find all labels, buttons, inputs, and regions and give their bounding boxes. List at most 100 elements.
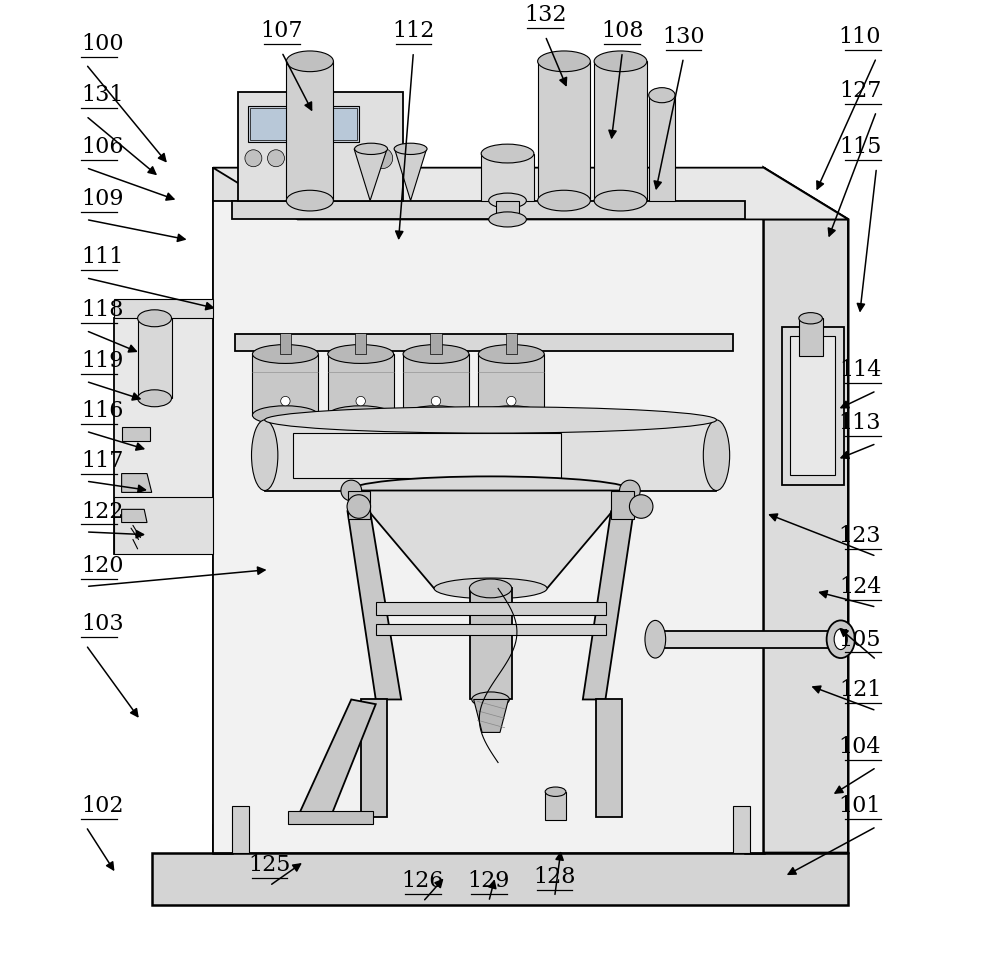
Ellipse shape (341, 480, 362, 500)
Bar (481, 154, 534, 201)
Text: 102: 102 (81, 796, 124, 817)
Bar (470, 588, 512, 699)
Bar (545, 792, 566, 820)
Bar (114, 318, 213, 554)
Bar (213, 825, 782, 853)
Text: 132: 132 (524, 5, 566, 27)
Polygon shape (395, 149, 427, 201)
Ellipse shape (252, 406, 318, 425)
Text: 108: 108 (601, 20, 644, 42)
Polygon shape (348, 511, 401, 699)
Bar (790, 336, 835, 476)
Text: 123: 123 (839, 525, 881, 547)
Bar (232, 806, 249, 853)
Ellipse shape (265, 407, 716, 434)
Bar (293, 434, 561, 478)
Bar (782, 327, 844, 485)
Bar (733, 806, 750, 853)
Bar (250, 108, 357, 140)
Text: 127: 127 (839, 80, 881, 102)
Bar (280, 333, 291, 354)
Polygon shape (583, 511, 634, 699)
Bar (655, 630, 839, 647)
Text: 116: 116 (81, 400, 124, 422)
Bar (232, 201, 745, 220)
Bar (114, 498, 213, 554)
Bar (596, 699, 622, 817)
Ellipse shape (286, 51, 333, 72)
Ellipse shape (478, 345, 544, 364)
Ellipse shape (434, 578, 547, 599)
Ellipse shape (268, 150, 284, 167)
Bar (355, 333, 366, 354)
Text: 128: 128 (533, 866, 576, 888)
Ellipse shape (645, 621, 666, 658)
Ellipse shape (286, 190, 333, 211)
Ellipse shape (281, 396, 290, 406)
Text: 105: 105 (839, 628, 881, 650)
Bar (286, 61, 333, 201)
Ellipse shape (431, 396, 441, 406)
Text: 111: 111 (81, 246, 124, 268)
Text: 103: 103 (81, 613, 124, 635)
Bar (235, 334, 733, 351)
Polygon shape (354, 149, 387, 201)
Ellipse shape (545, 787, 566, 796)
Ellipse shape (328, 406, 394, 425)
Ellipse shape (372, 148, 393, 169)
Text: 118: 118 (81, 299, 124, 321)
Bar (361, 699, 387, 817)
Polygon shape (122, 474, 152, 493)
Bar (376, 625, 606, 635)
Ellipse shape (478, 406, 544, 425)
Ellipse shape (629, 495, 653, 519)
Bar (430, 333, 442, 354)
Polygon shape (474, 699, 508, 732)
Bar (265, 420, 716, 491)
Bar (213, 168, 764, 201)
Bar (799, 318, 823, 356)
Ellipse shape (356, 396, 365, 406)
Bar (376, 602, 606, 615)
Bar (138, 318, 172, 398)
Ellipse shape (469, 579, 512, 598)
Text: 114: 114 (839, 359, 881, 381)
Text: 131: 131 (81, 84, 124, 107)
Ellipse shape (403, 406, 469, 425)
Text: 120: 120 (81, 555, 124, 577)
Bar (538, 61, 590, 201)
Ellipse shape (245, 150, 262, 167)
Bar (403, 354, 469, 415)
Polygon shape (122, 427, 150, 440)
Ellipse shape (703, 420, 730, 491)
Text: 115: 115 (839, 137, 881, 159)
Text: 130: 130 (662, 26, 705, 48)
Text: 100: 100 (81, 32, 124, 54)
Text: 109: 109 (81, 188, 124, 210)
Bar (114, 300, 213, 318)
Ellipse shape (328, 345, 394, 364)
Ellipse shape (138, 390, 172, 407)
Ellipse shape (649, 88, 675, 103)
Polygon shape (764, 168, 848, 220)
Bar (252, 354, 318, 415)
Ellipse shape (538, 51, 590, 72)
Ellipse shape (594, 190, 647, 211)
Bar (594, 61, 647, 201)
Text: 101: 101 (839, 796, 881, 817)
Text: 107: 107 (260, 20, 303, 42)
Text: 121: 121 (839, 679, 881, 701)
Bar (506, 333, 517, 354)
Polygon shape (122, 509, 147, 522)
Polygon shape (764, 168, 848, 853)
Ellipse shape (403, 345, 469, 364)
Ellipse shape (313, 150, 330, 167)
Polygon shape (213, 168, 848, 220)
Polygon shape (298, 699, 376, 817)
Bar (213, 168, 232, 853)
Bar (649, 96, 675, 201)
Ellipse shape (349, 477, 632, 504)
Bar (213, 168, 764, 853)
Ellipse shape (538, 190, 590, 211)
Ellipse shape (799, 312, 822, 324)
